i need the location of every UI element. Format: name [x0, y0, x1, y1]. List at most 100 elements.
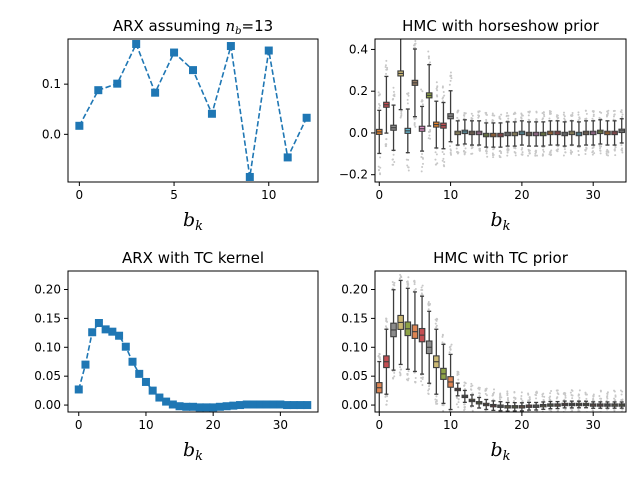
outlier — [513, 396, 516, 399]
outlier — [463, 144, 466, 147]
outlier — [514, 117, 517, 120]
outlier — [500, 396, 503, 399]
chart-title: HMC with horseshow prior — [402, 17, 600, 35]
outlier — [528, 110, 531, 113]
data-point — [289, 401, 298, 410]
outlier — [600, 145, 603, 148]
outlier — [393, 281, 396, 284]
box-20 — [518, 391, 526, 412]
outlier — [562, 154, 565, 157]
outlier — [470, 417, 472, 419]
box-33 — [611, 389, 618, 419]
outlier — [400, 35, 402, 37]
box-7 — [425, 50, 433, 140]
outlier — [592, 115, 595, 118]
outlier — [620, 109, 623, 112]
data-point — [113, 79, 122, 88]
outlier — [507, 413, 509, 415]
box-7 — [425, 301, 433, 395]
outlier — [427, 137, 430, 140]
outlier — [535, 118, 538, 121]
outlier — [428, 385, 431, 388]
outlier — [570, 114, 573, 117]
box-26 — [561, 111, 568, 157]
outlier — [420, 156, 423, 159]
outlier — [441, 335, 444, 338]
outlier — [606, 413, 608, 415]
outlier — [542, 418, 544, 420]
outlier — [592, 145, 595, 148]
outlier — [406, 283, 409, 286]
outlier — [500, 419, 502, 421]
outlier — [435, 81, 438, 84]
outlier — [485, 120, 488, 123]
data-point — [135, 369, 144, 378]
data-point — [189, 66, 197, 75]
outlier — [378, 356, 381, 359]
outlier — [535, 110, 538, 113]
outlier — [427, 301, 430, 304]
outlier — [406, 285, 409, 288]
data-point — [215, 402, 224, 411]
outlier — [471, 409, 474, 412]
outlier — [506, 394, 509, 397]
outlier — [427, 389, 430, 392]
outlier — [435, 87, 438, 90]
x-tick-label: 30 — [586, 188, 601, 202]
outlier — [612, 118, 615, 121]
y-tick-label: 0.20 — [34, 282, 61, 296]
outlier — [399, 366, 402, 369]
outlier — [486, 155, 489, 158]
outlier — [420, 170, 423, 173]
outlier — [377, 165, 380, 168]
outlier — [428, 134, 431, 137]
outlier — [571, 409, 574, 412]
outlier — [569, 149, 572, 152]
outlier — [542, 413, 544, 415]
outlier — [386, 395, 389, 398]
outlier — [520, 391, 523, 394]
outlier — [471, 114, 474, 117]
outlier — [478, 149, 481, 152]
x-tick-label: 10 — [443, 418, 458, 432]
data-point — [229, 401, 238, 410]
outlier — [506, 416, 508, 418]
outlier — [478, 394, 481, 397]
outlier — [392, 153, 395, 156]
box-3 — [397, 271, 404, 377]
plot-area — [375, 35, 626, 176]
outlier — [614, 417, 616, 419]
outlier — [484, 111, 487, 114]
outlier — [543, 115, 546, 118]
outlier — [571, 413, 573, 415]
outlier — [621, 113, 624, 116]
box-17 — [497, 392, 504, 421]
box-0 — [375, 91, 383, 176]
y-tick-label: 0.10 — [341, 340, 368, 354]
outlier — [613, 113, 616, 116]
outlier — [493, 417, 495, 419]
x-axis-label: bk — [183, 439, 203, 464]
outlier — [456, 151, 459, 154]
outlier — [434, 163, 437, 166]
box-27 — [568, 112, 576, 155]
outlier — [556, 114, 559, 117]
outlier — [378, 169, 381, 172]
outlier — [421, 384, 424, 387]
outlier — [536, 417, 538, 419]
outlier — [585, 112, 588, 115]
box-24 — [547, 109, 554, 157]
outlier — [493, 417, 495, 419]
outlier — [478, 388, 481, 391]
outlier — [485, 118, 488, 121]
data-point — [162, 397, 171, 406]
outlier — [513, 390, 516, 393]
outlier — [500, 113, 503, 116]
outlier — [557, 413, 559, 415]
outlier — [414, 117, 417, 120]
outlier — [507, 117, 510, 120]
outlier — [542, 150, 545, 153]
box-18 — [504, 112, 511, 157]
outlier — [506, 421, 508, 423]
outlier — [450, 74, 453, 77]
